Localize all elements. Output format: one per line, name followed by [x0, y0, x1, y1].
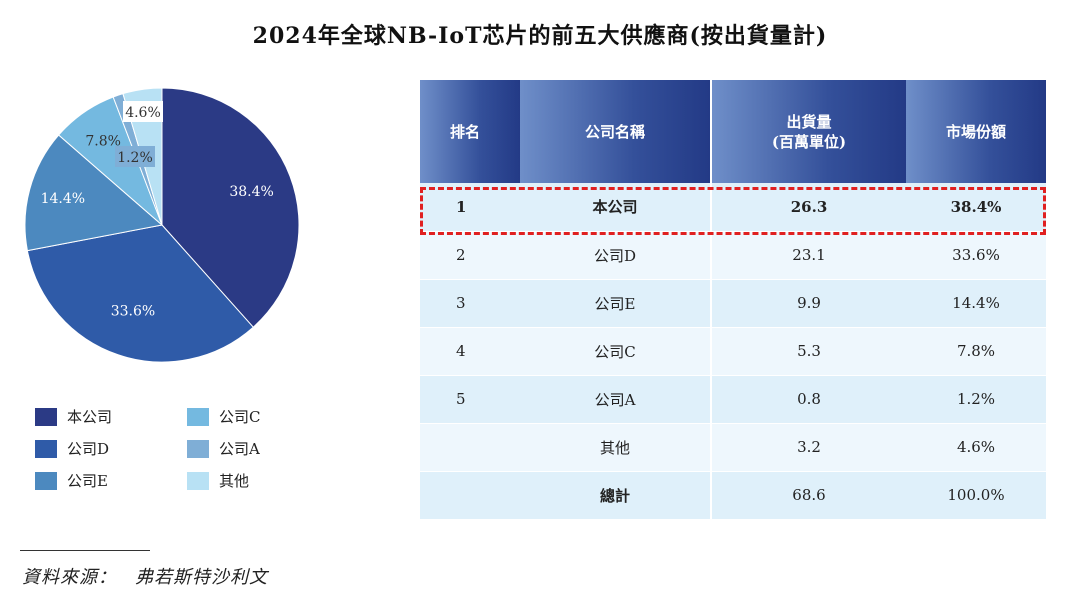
cell-share: 33.6% [906, 231, 1046, 280]
cell-rank: 4 [420, 327, 520, 376]
pie-data-label: 4.6% [125, 105, 161, 121]
cell-share: 4.6% [906, 423, 1046, 472]
legend-label: 公司E [67, 472, 108, 490]
cell-shipment: 68.6 [710, 471, 906, 520]
pie-slice [24, 134, 164, 252]
legend-label: 公司A [219, 440, 260, 458]
legend-swatch [35, 471, 57, 490]
pie-slice [161, 87, 300, 328]
table-row: 3 公司E 9.9 14.4% [420, 279, 1046, 328]
header-company: 公司名稱 [520, 80, 711, 183]
pie-slice [26, 224, 254, 363]
cell-rank: 3 [420, 279, 520, 328]
table-row: 5 公司A 0.8 1.2% [420, 375, 1046, 424]
legend-label: 公司D [67, 440, 110, 458]
header-shipment-line2: (百萬單位) [771, 132, 847, 151]
table-row-total: 總計 68.6 100.0% [420, 471, 1046, 520]
legend-item: 公司E [35, 470, 108, 491]
table-row: 4 公司C 5.3 7.8% [420, 327, 1046, 376]
cell-company: 總計 [520, 471, 711, 520]
cell-shipment: 5.3 [710, 327, 906, 376]
legend-item: 公司C [187, 406, 260, 427]
table-header-row: 排名 公司名稱 出貨量 (百萬單位) 市場份額 [420, 80, 1046, 183]
cell-company: 公司E [520, 279, 711, 328]
legend-swatch [187, 439, 209, 458]
legend-swatch [35, 407, 57, 426]
pie-label-box [115, 146, 155, 167]
cell-rank: 5 [420, 375, 520, 424]
cell-rank [420, 471, 520, 520]
cell-company: 公司C [520, 327, 711, 376]
cell-share: 7.8% [906, 327, 1046, 376]
source-label: 資料來源： [22, 567, 117, 588]
legend-item: 公司D [35, 438, 109, 459]
header-rank: 排名 [420, 80, 520, 183]
source-value: 弗若斯特沙利文 [135, 567, 268, 588]
header-shipment: 出貨量 (百萬單位) [710, 80, 906, 183]
chart-title: 2024年全球NB-IoT芯片的前五大供應商(按出貨量計) [252, 23, 828, 49]
cell-rank [420, 423, 520, 472]
cell-shipment: 26.3 [710, 183, 906, 232]
cell-company: 其他 [520, 423, 711, 472]
cell-company: 公司A [520, 375, 711, 424]
legend-swatch [35, 439, 57, 458]
cell-share: 38.4% [906, 183, 1046, 232]
cell-rank: 1 [420, 183, 520, 232]
legend-item: 本公司 [35, 406, 112, 427]
source-divider [20, 550, 150, 551]
pie-data-label: 14.4% [41, 191, 85, 207]
supplier-table: 排名 公司名稱 出貨量 (百萬單位) 市場份額 1 本公司 26.3 38.4%… [420, 80, 1046, 520]
cell-shipment: 0.8 [710, 375, 906, 424]
source-note: 資料來源： 弗若斯特沙利文 [22, 563, 286, 589]
table-row: 1 本公司 26.3 38.4% [420, 183, 1046, 232]
pie-data-label: 1.2% [117, 150, 153, 166]
cell-company: 公司D [520, 231, 711, 280]
table-row: 2 公司D 23.1 33.6% [420, 231, 1046, 280]
pie-data-label: 33.6% [111, 304, 155, 320]
pie-chart: 38.4% 33.6% 14.4% 7.8%1.2% 4.6% [24, 87, 300, 363]
pie-data-label: 38.4% [229, 184, 273, 200]
pie-data-label: 7.8% [85, 134, 121, 150]
legend-item: 公司A [187, 438, 260, 459]
legend-swatch [187, 471, 209, 490]
cell-shipment: 9.9 [710, 279, 906, 328]
pie-label-box [123, 101, 163, 122]
cell-share: 100.0% [906, 471, 1046, 520]
legend-label: 其他 [219, 472, 250, 490]
legend-item: 其他 [187, 470, 249, 491]
cell-shipment: 23.1 [710, 231, 906, 280]
legend-swatch [187, 407, 209, 426]
cell-shipment: 3.2 [710, 423, 906, 472]
cell-rank: 2 [420, 231, 520, 280]
legend-label: 公司C [219, 408, 261, 426]
header-share: 市場份額 [906, 80, 1046, 183]
table-row: 其他 3.2 4.6% [420, 423, 1046, 472]
cell-share: 1.2% [906, 375, 1046, 424]
cell-share: 14.4% [906, 279, 1046, 328]
cell-company: 本公司 [520, 183, 711, 232]
header-shipment-line1: 出貨量 [786, 112, 832, 131]
legend-label: 本公司 [67, 408, 113, 426]
